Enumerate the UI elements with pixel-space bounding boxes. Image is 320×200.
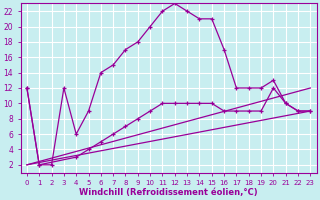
X-axis label: Windchill (Refroidissement éolien,°C): Windchill (Refroidissement éolien,°C) — [79, 188, 258, 197]
